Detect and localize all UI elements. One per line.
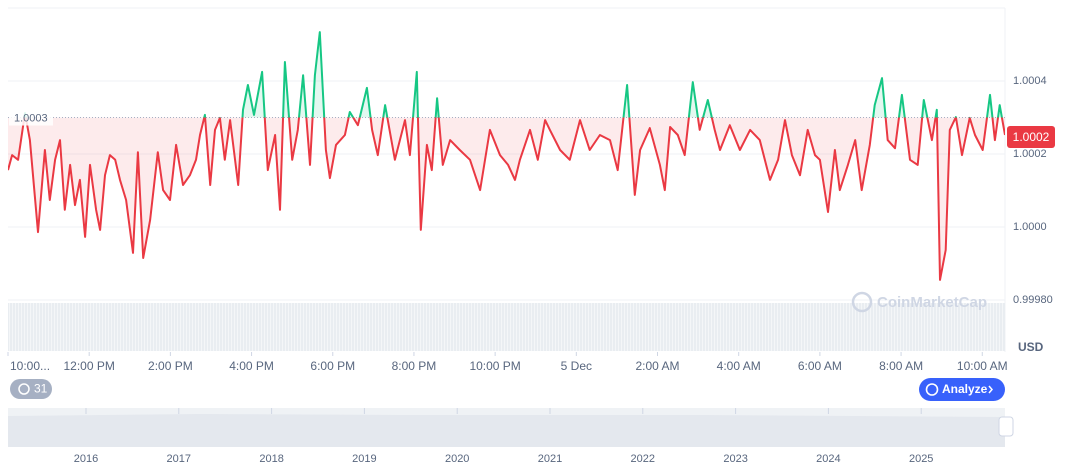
navigator-label: 2022 (631, 453, 655, 465)
x-tick-label: 8:00 AM (879, 359, 923, 373)
price-line-down (8, 117, 1005, 281)
y-tick-label: 1.0004 (1013, 75, 1047, 87)
navigator-label: 2024 (816, 453, 840, 465)
badge-text: 31 (34, 382, 48, 396)
x-tick-label: 6:00 AM (798, 359, 842, 373)
watermark: CoinMarketCap (851, 291, 987, 313)
x-tick-label: 5 Dec (561, 359, 592, 373)
current-price-label: 1.0002 (1013, 130, 1050, 144)
baseline-label-bg (9, 109, 53, 126)
y-tick-label: 1.0002 (1013, 148, 1047, 160)
x-tick-label: 8:00 PM (392, 359, 437, 373)
history-badge[interactable]: 31 (10, 379, 52, 399)
x-tick-label: 10:00 AM (957, 359, 1008, 373)
x-tick-label: 4:00 PM (229, 359, 274, 373)
navigator-handle[interactable] (998, 416, 1014, 437)
x-tick-label: 2:00 PM (148, 359, 193, 373)
x-tick-label: 2:00 AM (635, 359, 679, 373)
watermark-text: CoinMarketCap (877, 294, 987, 311)
x-tick-label: 10:00... (10, 359, 50, 373)
x-tick-label: 10:00 PM (469, 359, 520, 373)
y-tick-label: 0.99980 (1013, 294, 1053, 306)
x-tick-label: 12:00 PM (64, 359, 115, 373)
navigator-label: 2025 (909, 453, 933, 465)
navigator-label: 2020 (445, 453, 469, 465)
navigator-label: 2018 (259, 453, 283, 465)
x-tick-label: 4:00 AM (717, 359, 761, 373)
navigator-label: 2021 (538, 453, 562, 465)
currency-label: USD (1018, 340, 1044, 354)
navigator-label: 2017 (167, 453, 191, 465)
current-price-tag (1007, 126, 1055, 148)
analyze-button[interactable]: Analyze (919, 378, 1005, 401)
volume-strip (8, 303, 1005, 351)
navigator-label: 2023 (723, 453, 747, 465)
area-down (8, 117, 1005, 280)
navigator-label: 2019 (352, 453, 376, 465)
navigator-label: 2016 (74, 453, 98, 465)
analyze-text: Analyze (942, 382, 988, 396)
navigator-area (8, 414, 1005, 447)
y-tick-label: 1.0000 (1013, 221, 1047, 233)
baseline-label: 1.0003 (14, 112, 48, 124)
x-tick-label: 6:00 PM (310, 359, 355, 373)
